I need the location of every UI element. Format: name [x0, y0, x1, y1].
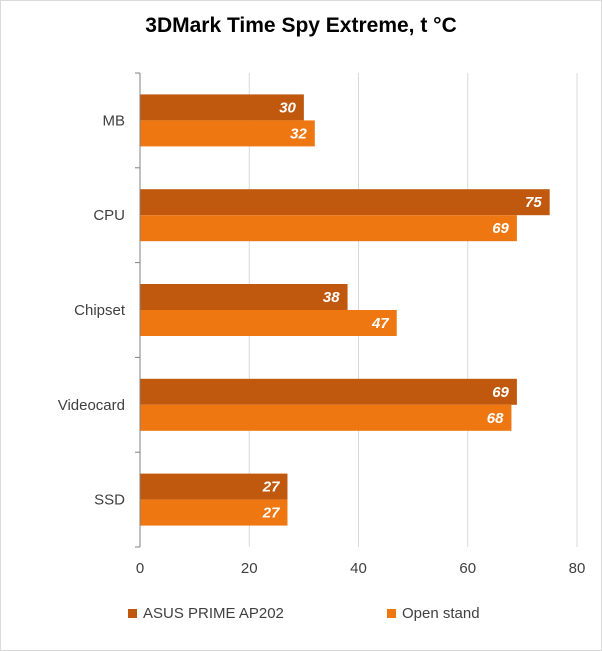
- legend-swatch-series-1: [128, 609, 137, 618]
- data-label: 75: [525, 194, 542, 211]
- bar-series-1: [140, 284, 348, 310]
- bar-series-2: [140, 310, 397, 336]
- x-tick-label: 20: [241, 560, 258, 577]
- x-tick-label: 40: [350, 560, 367, 577]
- category-label: SSD: [94, 492, 125, 509]
- category-label: MB: [103, 112, 126, 129]
- bar-series-2: [140, 404, 512, 431]
- data-label: 30: [279, 99, 296, 116]
- legend-label-series-2: Open stand: [402, 605, 480, 622]
- x-tick-label: 60: [459, 560, 476, 577]
- bar-series-2: [140, 120, 315, 147]
- bar-series-1: [140, 189, 550, 216]
- legend-item-series-2: Open stand: [387, 605, 480, 622]
- data-label: 69: [492, 384, 509, 401]
- bar-series-1: [140, 473, 288, 500]
- bar-series-1: [140, 378, 517, 405]
- category-label: Chipset: [74, 302, 126, 319]
- legend-label-series-1: ASUS PRIME AP202: [143, 605, 284, 622]
- x-tick-label: 80: [569, 560, 586, 577]
- data-label: 27: [262, 505, 280, 522]
- data-label: 27: [262, 479, 280, 496]
- legend-swatch-series-2: [387, 609, 396, 618]
- x-tick-label: 0: [136, 560, 144, 577]
- data-label: 68: [487, 410, 504, 427]
- bar-series-2: [140, 215, 517, 242]
- data-label: 47: [371, 315, 389, 332]
- bar-series-2: [140, 499, 288, 526]
- data-label: 69: [492, 220, 509, 237]
- legend-item-series-1: ASUS PRIME AP202: [128, 605, 284, 622]
- category-label: Videocard: [58, 397, 125, 414]
- chart-title: 3DMark Time Spy Extreme, t °C: [145, 14, 457, 37]
- bar-series-1: [140, 94, 304, 121]
- category-label: CPU: [93, 207, 125, 224]
- data-label: 32: [290, 125, 307, 142]
- legend: ASUS PRIME AP202 Open stand: [0, 605, 602, 627]
- data-label: 38: [323, 289, 340, 306]
